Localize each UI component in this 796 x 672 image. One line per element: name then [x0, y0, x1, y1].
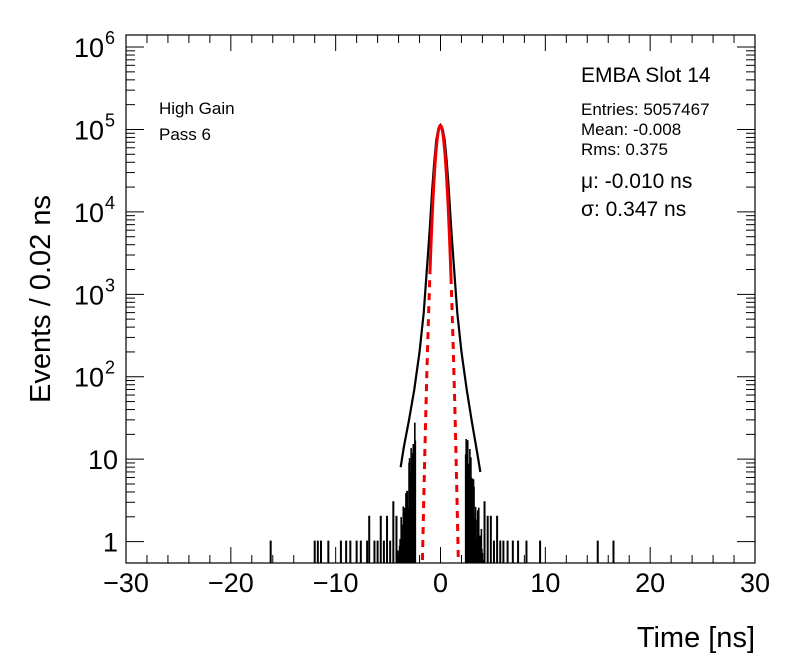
- y-tick-exponent: 3: [105, 275, 115, 295]
- entries-stat: Entries: 5057467: [581, 100, 710, 119]
- data-layer: [269, 122, 615, 563]
- fit-layer: [420, 123, 460, 561]
- pass-label: Pass 6: [159, 125, 211, 144]
- data-core-curve: [399, 122, 482, 473]
- fit-dashed-left: [420, 271, 432, 561]
- x-tick-label: 10: [530, 568, 560, 598]
- y-tick-exponent: 5: [105, 110, 115, 130]
- x-tick-label: 20: [635, 568, 665, 598]
- y-tick-label: 1: [103, 528, 118, 558]
- y-tick-label: 10: [88, 445, 118, 475]
- mu-fit-stat: μ: -0.010 ns: [581, 170, 692, 193]
- y-tick-exponent: 2: [105, 358, 115, 378]
- x-axis-title: Time [ns]: [637, 622, 755, 654]
- y-axis-title: Events / 0.02 ns: [25, 195, 57, 403]
- gain-label: High Gain: [159, 99, 235, 118]
- x-tick-label: 0: [433, 568, 448, 598]
- x-tick-label: −10: [313, 568, 359, 598]
- fit-solid-curve: [428, 123, 453, 278]
- x-tick-label: −30: [103, 568, 149, 598]
- y-tick-exponent: 4: [105, 193, 115, 213]
- rms-stat: Rms: 0.375: [581, 140, 668, 159]
- y-tick-label: 10: [74, 198, 104, 228]
- axis-ticks: [125, 35, 756, 563]
- slot-label: EMBA Slot 14: [581, 64, 711, 87]
- x-tick-label: 30: [740, 568, 770, 598]
- y-tick-label: 10: [74, 115, 104, 145]
- fit-dashed-right: [449, 276, 460, 561]
- x-tick-label: −20: [208, 568, 254, 598]
- y-tick-label: 10: [74, 363, 104, 393]
- sigma-fit-stat: σ: 0.347 ns: [581, 198, 686, 221]
- y-tick-label: 10: [74, 280, 104, 310]
- y-tick-exponent: 6: [105, 28, 115, 48]
- y-tick-label: 10: [74, 33, 104, 63]
- mean-stat: Mean: -0.008: [581, 120, 681, 139]
